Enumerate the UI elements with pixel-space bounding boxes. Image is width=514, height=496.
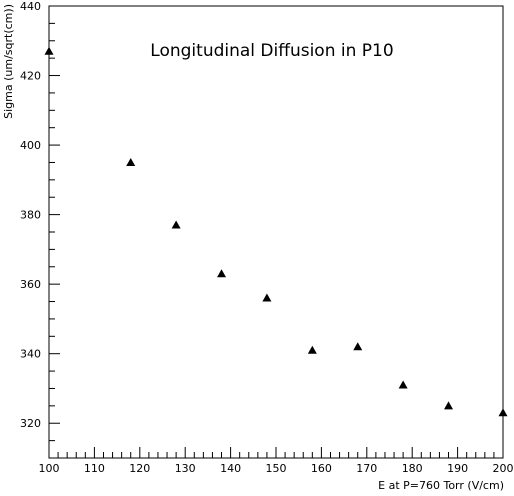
data-point (262, 293, 272, 302)
data-point (444, 401, 454, 410)
data-point (217, 269, 227, 278)
x-tick-label: 100 (39, 462, 60, 475)
y-tick-label: 420 (20, 70, 41, 83)
data-point (398, 380, 408, 389)
data-point (126, 157, 136, 166)
y-axis: 320 340 360 380 400 420 440 (20, 0, 60, 459)
chart-title: Longitudinal Diffusion in P10 (150, 41, 393, 61)
x-tick-label: 120 (129, 462, 150, 475)
x-tick-label: 130 (175, 462, 196, 475)
data-point (498, 408, 508, 417)
plot-frame (48, 5, 504, 459)
y-tick-label: 360 (20, 278, 41, 291)
x-axis-title: E at P=760 Torr (V/cm) (378, 479, 504, 491)
x-tick-label: 180 (402, 462, 423, 475)
x-tick-label: 110 (84, 462, 105, 475)
x-tick-label: 160 (311, 462, 332, 475)
data-point (44, 46, 54, 55)
x-tick-label: 140 (220, 462, 241, 475)
x-axis: 100 110 120 130 140 150 160 170 180 190 200 (39, 447, 514, 475)
y-tick-label: 320 (20, 417, 41, 430)
x-tick-label: 150 (266, 462, 287, 475)
x-tick-label: 170 (356, 462, 377, 475)
data-point (171, 220, 181, 229)
y-tick-label: 340 (20, 348, 41, 361)
y-tick-label: 400 (20, 139, 41, 152)
x-tick-label: 200 (493, 462, 514, 475)
data-points (44, 46, 508, 417)
x-tick-label: 190 (447, 462, 468, 475)
data-point (353, 342, 363, 351)
y-tick-label: 380 (20, 209, 41, 222)
y-tick-label: 440 (20, 0, 41, 13)
y-axis-title: Sigma (um/sqrt(cm)) (2, 4, 15, 119)
data-point (307, 345, 317, 354)
